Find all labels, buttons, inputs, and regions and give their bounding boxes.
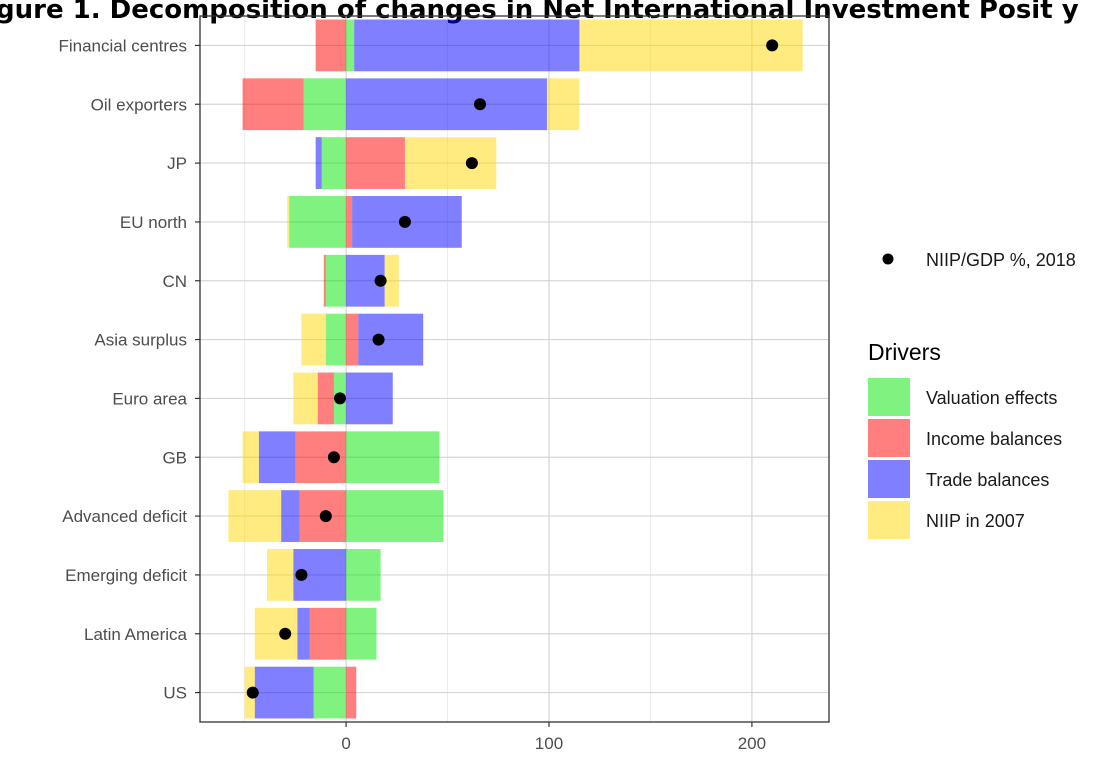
legend-item-label: NIIP in 2007 bbox=[926, 511, 1025, 531]
y-tick-label: Asia surplus bbox=[94, 331, 187, 350]
bar-valuation-effects bbox=[325, 313, 347, 366]
y-tick-label: Emerging deficit bbox=[65, 566, 187, 585]
bar-valuation-effects bbox=[313, 666, 347, 719]
plot-area: Financial centres Oil exporters JP EU north… bbox=[58, 15, 830, 753]
y-tick-label: CN bbox=[162, 272, 187, 291]
legend-swatch bbox=[868, 419, 910, 457]
bar-trade-balances bbox=[258, 431, 296, 484]
niip-point bbox=[319, 510, 332, 523]
y-tick-label: Oil exporters bbox=[91, 95, 187, 114]
bar-niip-in-2007 bbox=[301, 313, 326, 366]
legend-point-label: NIIP/GDP %, 2018 bbox=[926, 250, 1076, 270]
niip-point bbox=[372, 333, 385, 346]
bar-trade-balances bbox=[297, 607, 310, 660]
niip-point bbox=[465, 157, 478, 170]
y-tick-label: Latin America bbox=[84, 625, 188, 644]
niip-point bbox=[279, 627, 292, 640]
legend-swatch bbox=[868, 460, 910, 498]
bar-income-balances bbox=[346, 666, 357, 719]
niip-point bbox=[374, 274, 387, 287]
legend-item-label: Income balances bbox=[926, 429, 1062, 449]
legend-title: Drivers bbox=[868, 339, 941, 365]
panel-border bbox=[199, 15, 830, 723]
bar-income-balances bbox=[315, 19, 347, 72]
bar-income-balances bbox=[346, 313, 359, 366]
bar-trade-balances bbox=[315, 137, 322, 189]
bar-niip-in-2007 bbox=[293, 372, 318, 425]
x-tick-label: 100 bbox=[535, 734, 563, 753]
bar-valuation-effects bbox=[325, 254, 347, 307]
bar-income-balances bbox=[309, 607, 347, 660]
bar-income-balances bbox=[346, 137, 405, 189]
y-tick-label: Advanced deficit bbox=[62, 507, 187, 526]
niip-point bbox=[474, 98, 487, 111]
niip-point bbox=[398, 215, 411, 228]
bar-valuation-effects bbox=[346, 607, 377, 660]
y-tick-label: GB bbox=[162, 448, 187, 467]
bar-trade-balances bbox=[346, 78, 547, 131]
bar-income-balances bbox=[346, 196, 353, 248]
bar-niip-in-2007 bbox=[228, 490, 282, 542]
bar-niip-in-2007 bbox=[546, 78, 580, 131]
niip-point bbox=[295, 568, 308, 581]
y-tick-label: Euro area bbox=[112, 389, 187, 408]
bar-niip-in-2007 bbox=[266, 549, 294, 601]
niip-point bbox=[334, 392, 347, 405]
bar-trade-balances bbox=[254, 666, 314, 719]
x-tick-label: 200 bbox=[738, 734, 766, 753]
niip-point bbox=[327, 451, 340, 464]
bar-income-balances bbox=[242, 78, 304, 131]
legend: NIIP/GDP %, 2018 Drivers Valuation effects… bbox=[868, 250, 1076, 539]
legend-point-key bbox=[882, 253, 894, 265]
legend-swatch bbox=[868, 501, 910, 539]
niip-point bbox=[766, 39, 779, 52]
bar-valuation-effects bbox=[289, 196, 347, 248]
bar-valuation-effects bbox=[346, 549, 381, 601]
bar-niip-in-2007 bbox=[579, 19, 803, 72]
bar-valuation-effects bbox=[346, 431, 440, 484]
bar-valuation-effects bbox=[346, 19, 355, 72]
legend-swatch bbox=[868, 378, 910, 416]
bar-valuation-effects bbox=[303, 78, 347, 131]
y-tick-label: Financial centres bbox=[58, 36, 187, 55]
y-tick-label: US bbox=[163, 684, 187, 703]
bar-valuation-effects bbox=[346, 490, 444, 542]
bar-niip-in-2007 bbox=[287, 196, 290, 248]
bar-income-balances bbox=[323, 254, 326, 307]
bar-niip-in-2007 bbox=[384, 254, 399, 307]
legend-item-label: Trade balances bbox=[926, 470, 1049, 490]
legend-item-label: Valuation effects bbox=[926, 388, 1057, 408]
y-tick-label: JP bbox=[167, 154, 187, 173]
bar-niip-in-2007 bbox=[404, 137, 497, 189]
x-tick-label: 0 bbox=[341, 734, 350, 753]
bar-valuation-effects bbox=[321, 137, 347, 189]
niip-point bbox=[246, 686, 259, 699]
bar-niip-in-2007 bbox=[242, 431, 259, 484]
bar-trade-balances bbox=[354, 19, 580, 72]
bar-trade-balances bbox=[358, 313, 424, 366]
bar-trade-balances bbox=[346, 372, 393, 425]
bar-income-balances bbox=[317, 372, 334, 425]
bar-trade-balances bbox=[281, 490, 300, 542]
y-tick-label: EU north bbox=[120, 213, 187, 232]
